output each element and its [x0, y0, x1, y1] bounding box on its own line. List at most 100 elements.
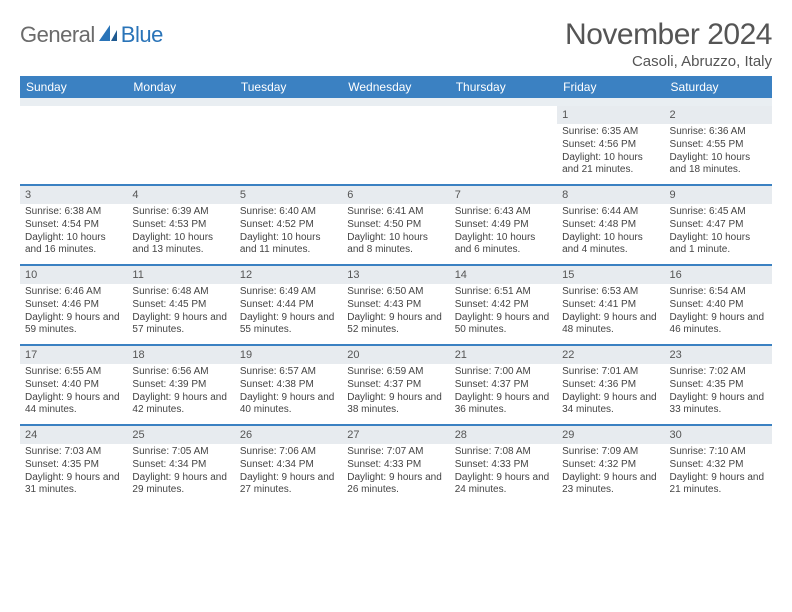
day-cell: 8Sunrise: 6:44 AMSunset: 4:48 PMDaylight… — [557, 186, 664, 264]
day-number: 27 — [342, 426, 449, 444]
sunrise-text: Sunrise: 6:40 AM — [240, 206, 337, 219]
day-header: Wednesday — [342, 76, 449, 98]
day-cell: 26Sunrise: 7:06 AMSunset: 4:34 PMDayligh… — [235, 426, 342, 504]
daylight-text: Daylight: 9 hours and 59 minutes. — [25, 312, 122, 338]
sunrise-text: Sunrise: 6:39 AM — [132, 206, 229, 219]
sunset-text: Sunset: 4:42 PM — [455, 299, 552, 312]
sunrise-text: Sunrise: 6:48 AM — [132, 286, 229, 299]
daylight-text: Daylight: 9 hours and 46 minutes. — [670, 312, 767, 338]
logo-sail-icon — [98, 24, 118, 47]
sunrise-text: Sunrise: 6:35 AM — [562, 126, 659, 139]
day-cell: 14Sunrise: 6:51 AMSunset: 4:42 PMDayligh… — [450, 266, 557, 344]
sunrise-text: Sunrise: 7:10 AM — [670, 446, 767, 459]
logo-text-2: Blue — [121, 22, 163, 48]
day-number: 15 — [557, 266, 664, 284]
sunset-text: Sunset: 4:37 PM — [455, 379, 552, 392]
day-number: 17 — [20, 346, 127, 364]
day-number: 9 — [665, 186, 772, 204]
sunrise-text: Sunrise: 6:57 AM — [240, 366, 337, 379]
daylight-text: Daylight: 10 hours and 1 minute. — [670, 232, 767, 258]
day-number: 21 — [450, 346, 557, 364]
sunset-text: Sunset: 4:35 PM — [25, 459, 122, 472]
daylight-text: Daylight: 9 hours and 40 minutes. — [240, 392, 337, 418]
sunset-text: Sunset: 4:32 PM — [562, 459, 659, 472]
day-cell: 7Sunrise: 6:43 AMSunset: 4:49 PMDaylight… — [450, 186, 557, 264]
sunset-text: Sunset: 4:33 PM — [455, 459, 552, 472]
sunrise-text: Sunrise: 7:08 AM — [455, 446, 552, 459]
day-cell: 30 Sunrise: 7:10 AMSunset: 4:32 PMDayligh… — [665, 426, 772, 504]
sunset-text: Sunset: 4:54 PM — [25, 219, 122, 232]
sunrise-text: Sunrise: 6:55 AM — [25, 366, 122, 379]
day-cell — [342, 106, 449, 184]
sunset-text: Sunset: 4:44 PM — [240, 299, 337, 312]
sunset-text: Sunset: 4:52 PM — [240, 219, 337, 232]
day-cell: 15Sunrise: 6:53 AMSunset: 4:41 PMDayligh… — [557, 266, 664, 344]
daylight-text: Daylight: 9 hours and 42 minutes. — [132, 392, 229, 418]
day-number: 5 — [235, 186, 342, 204]
day-number: 4 — [127, 186, 234, 204]
day-cell: 5 Sunrise: 6:40 AMSunset: 4:52 PMDaylight… — [235, 186, 342, 264]
day-cell: 3Sunrise: 6:38 AMSunset: 4:54 PMDaylight… — [20, 186, 127, 264]
sunset-text: Sunset: 4:47 PM — [670, 219, 767, 232]
day-number: 12 — [235, 266, 342, 284]
day-cell: 4Sunrise: 6:39 AMSunset: 4:53 PMDaylight… — [127, 186, 234, 264]
daylight-text: Daylight: 10 hours and 11 minutes. — [240, 232, 337, 258]
day-number: 30 — [665, 426, 772, 444]
sunrise-text: Sunrise: 7:07 AM — [347, 446, 444, 459]
day-number: 8 — [557, 186, 664, 204]
sunrise-text: Sunrise: 6:49 AM — [240, 286, 337, 299]
day-number: 22 — [557, 346, 664, 364]
sunrise-text: Sunrise: 6:38 AM — [25, 206, 122, 219]
day-cell — [235, 106, 342, 184]
sunset-text: Sunset: 4:43 PM — [347, 299, 444, 312]
day-cell: 23Sunrise: 7:02 AMSunset: 4:35 PMDayligh… — [665, 346, 772, 424]
daylight-text: Daylight: 9 hours and 38 minutes. — [347, 392, 444, 418]
daylight-text: Daylight: 9 hours and 26 minutes. — [347, 472, 444, 498]
sunset-text: Sunset: 4:32 PM — [670, 459, 767, 472]
sunset-text: Sunset: 4:41 PM — [562, 299, 659, 312]
daylight-text: Daylight: 10 hours and 21 minutes. — [562, 152, 659, 178]
sunrise-text: Sunrise: 6:36 AM — [670, 126, 767, 139]
day-number: 24 — [20, 426, 127, 444]
title-block: November 2024 Casoli, Abruzzo, Italy — [565, 18, 772, 70]
daylight-text: Daylight: 9 hours and 24 minutes. — [455, 472, 552, 498]
sunrise-text: Sunrise: 7:09 AM — [562, 446, 659, 459]
logo: General Blue — [20, 18, 163, 48]
day-number: 1 — [557, 106, 664, 124]
sunrise-text: Sunrise: 6:56 AM — [132, 366, 229, 379]
sunset-text: Sunset: 4:35 PM — [670, 379, 767, 392]
day-header: Thursday — [450, 76, 557, 98]
sunset-text: Sunset: 4:40 PM — [670, 299, 767, 312]
day-number: 29 — [557, 426, 664, 444]
day-header: Sunday — [20, 76, 127, 98]
day-cell: 9Sunrise: 6:45 AMSunset: 4:47 PMDaylight… — [665, 186, 772, 264]
sunrise-text: Sunrise: 7:06 AM — [240, 446, 337, 459]
sunrise-text: Sunrise: 6:43 AM — [455, 206, 552, 219]
day-number: 2 — [665, 106, 772, 124]
day-cell: 28Sunrise: 7:08 AMSunset: 4:33 PMDayligh… — [450, 426, 557, 504]
day-number: 10 — [20, 266, 127, 284]
day-cell: 25Sunrise: 7:05 AMSunset: 4:34 PMDayligh… — [127, 426, 234, 504]
daylight-text: Daylight: 9 hours and 34 minutes. — [562, 392, 659, 418]
weeks-container: 1Sunrise: 6:35 AMSunset: 4:56 PMDaylight… — [20, 106, 772, 504]
sunset-text: Sunset: 4:37 PM — [347, 379, 444, 392]
sunrise-text: Sunrise: 7:03 AM — [25, 446, 122, 459]
daylight-text: Daylight: 9 hours and 21 minutes. — [670, 472, 767, 498]
day-cell: 13Sunrise: 6:50 AMSunset: 4:43 PMDayligh… — [342, 266, 449, 344]
sunset-text: Sunset: 4:39 PM — [132, 379, 229, 392]
sunset-text: Sunset: 4:34 PM — [240, 459, 337, 472]
day-cell — [127, 106, 234, 184]
week-row: 17Sunrise: 6:55 AMSunset: 4:40 PMDayligh… — [20, 344, 772, 424]
daylight-text: Daylight: 9 hours and 55 minutes. — [240, 312, 337, 338]
sunrise-text: Sunrise: 7:00 AM — [455, 366, 552, 379]
daylight-text: Daylight: 9 hours and 29 minutes. — [132, 472, 229, 498]
day-cell: 16Sunrise: 6:54 AMSunset: 4:40 PMDayligh… — [665, 266, 772, 344]
daylight-text: Daylight: 9 hours and 57 minutes. — [132, 312, 229, 338]
sunset-text: Sunset: 4:53 PM — [132, 219, 229, 232]
day-cell: 12 Sunrise: 6:49 AMSunset: 4:44 PMDayligh… — [235, 266, 342, 344]
sunrise-text: Sunrise: 6:46 AM — [25, 286, 122, 299]
daylight-text: Daylight: 10 hours and 6 minutes. — [455, 232, 552, 258]
day-number: 3 — [20, 186, 127, 204]
day-cell — [450, 106, 557, 184]
day-number: 16 — [665, 266, 772, 284]
